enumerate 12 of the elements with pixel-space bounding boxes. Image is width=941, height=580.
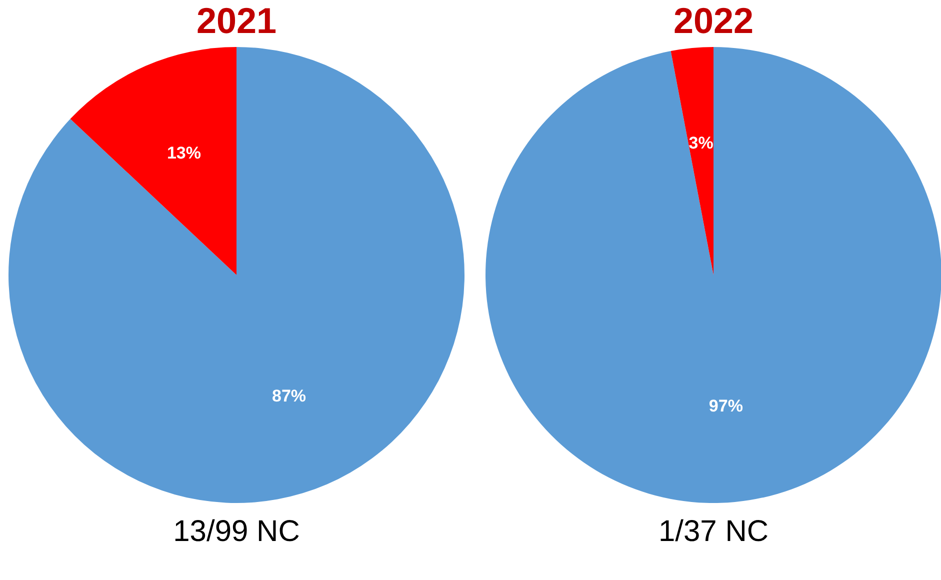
data-label: 97% xyxy=(708,396,743,416)
chart-title: 2021 xyxy=(196,0,277,41)
text: 13/99 NC xyxy=(173,515,300,548)
data-label: 13% xyxy=(166,144,201,163)
data-label: 3% xyxy=(688,133,714,152)
pie-slice xyxy=(486,47,941,503)
pie-slice xyxy=(8,47,464,503)
pie-slice xyxy=(670,47,714,275)
data-label: 87% xyxy=(272,386,306,406)
text: 1/37 NC xyxy=(658,515,769,548)
pie-slice xyxy=(70,47,236,275)
chart-title: 2022 xyxy=(673,0,754,41)
